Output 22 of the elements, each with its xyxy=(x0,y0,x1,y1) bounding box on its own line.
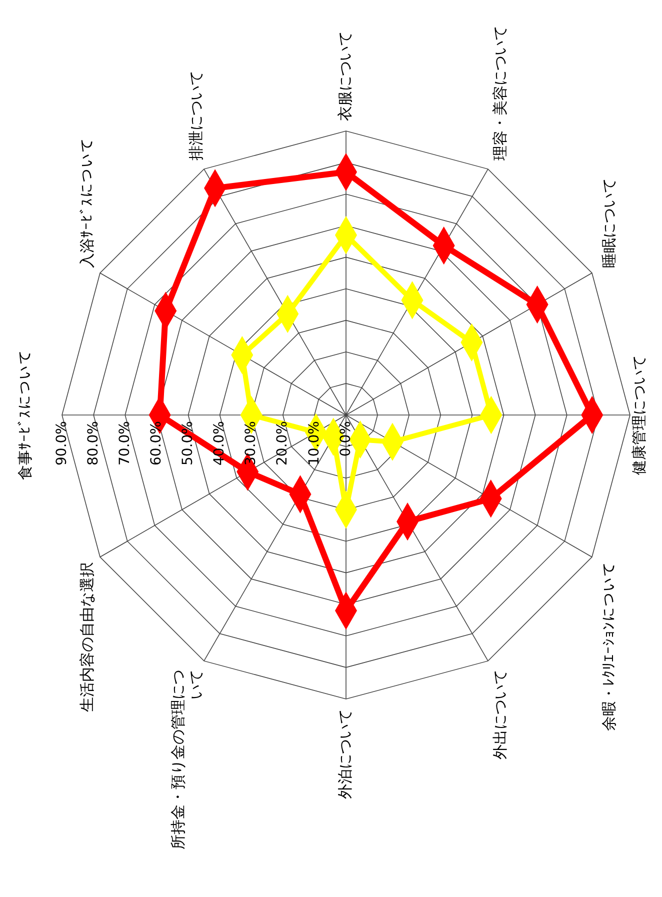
spoke-label: 外泊について xyxy=(336,709,354,799)
spoke-label: 食事ｻｰﾋﾞｽについて xyxy=(16,350,34,480)
spoke-label: 睡眠について xyxy=(600,178,618,268)
spoke-label: 排泄について xyxy=(187,70,206,160)
spoke-label: 余暇・ﾚｸﾘｴｰｼｮﾝについて xyxy=(600,562,618,731)
spoke-label: 衣服について xyxy=(336,31,354,121)
y-tick-label: 50.0% xyxy=(180,421,196,466)
y-tick-label: 70.0% xyxy=(116,421,133,466)
y-tick-label: 40.0% xyxy=(212,421,228,466)
y-tick-label: 90.0% xyxy=(54,421,70,466)
y-tick-label: 60.0% xyxy=(148,421,164,466)
spoke-label: 生活内容の自由な選択 xyxy=(78,562,96,712)
spoke-label: 理容・美容について xyxy=(491,25,510,160)
y-tick-label: 80.0% xyxy=(85,421,102,466)
y-tick-label: 20.0% xyxy=(274,421,291,466)
spoke-label: 入浴ｻｰﾋﾞｽについて xyxy=(78,138,96,268)
spoke-label: 健康管理について xyxy=(630,355,648,475)
y-tick-label: 30.0% xyxy=(243,421,260,466)
y-tick-label: 0.0% xyxy=(338,421,354,457)
spoke-label: 外出について xyxy=(491,670,510,760)
spoke-label: 所持金・預り金の管理について xyxy=(169,670,206,850)
y-tick-label: 10.0% xyxy=(306,421,322,466)
